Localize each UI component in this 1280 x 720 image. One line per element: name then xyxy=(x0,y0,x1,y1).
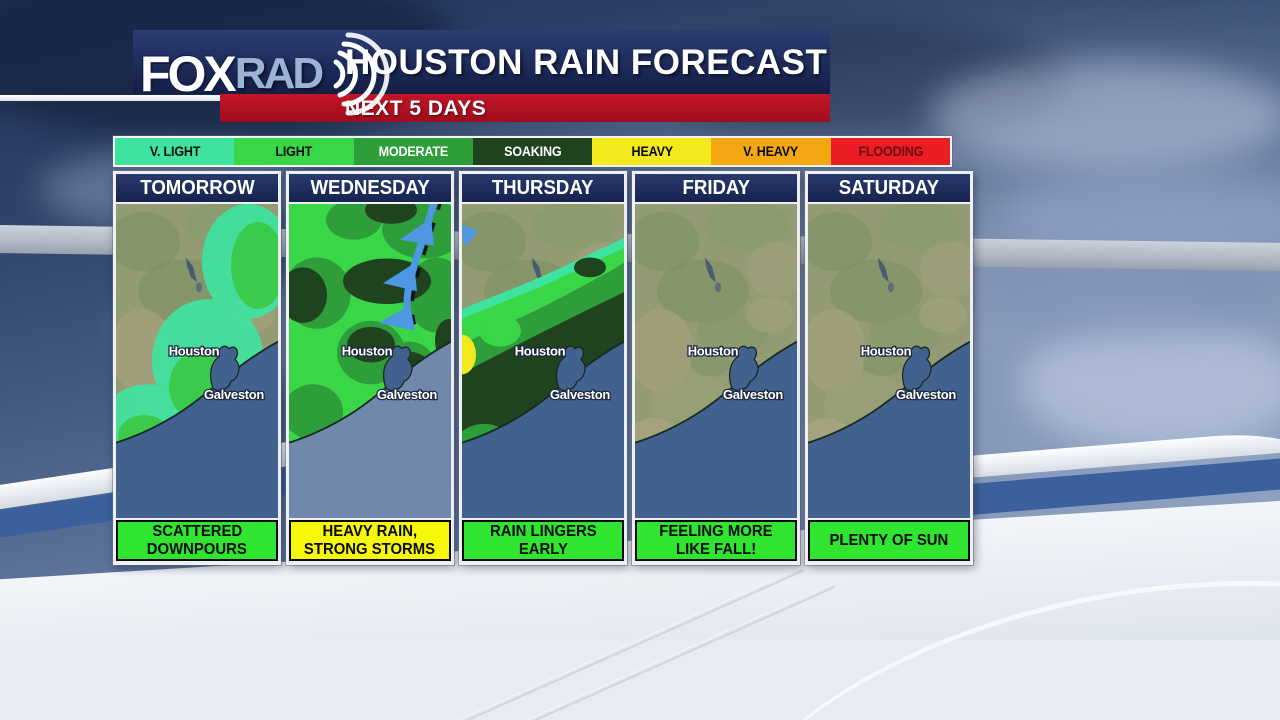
day-header: FRIDAY xyxy=(635,174,797,202)
day-panel-friday: FRIDAY Houston Galveston FEELING MORE LI… xyxy=(632,171,800,565)
cloud xyxy=(930,60,1280,170)
studio-line-top-left xyxy=(0,95,224,101)
day-caption: RAIN LINGERS EARLY xyxy=(462,520,624,561)
radar-arcs-icon xyxy=(333,32,390,116)
day-caption: HEAVY RAIN, STRONG STORMS xyxy=(289,520,451,561)
day-caption: SCATTERED DOWNPOURS xyxy=(116,520,278,561)
cloud xyxy=(1020,320,1280,450)
houston-label: Houston xyxy=(342,344,393,359)
galveston-label: Galveston xyxy=(896,387,956,402)
day-header: THURSDAY xyxy=(462,174,624,202)
legend-item-vlight: V. LIGHT xyxy=(115,138,235,165)
day-panel-tomorrow: TOMORROW Houston Galveston SCATTERED xyxy=(113,171,281,565)
day-panel-saturday: SATURDAY Houston Galveston PLENTY OF SUN xyxy=(805,171,973,565)
legend-item-vheavy: V. HEAVY xyxy=(711,138,831,165)
rain-intensity-legend: V. LIGHT LIGHT MODERATE SOAKING HEAVY V.… xyxy=(113,136,952,167)
legend-item-soaking: SOAKING xyxy=(472,138,593,165)
legend-item-moderate: MODERATE xyxy=(353,138,473,165)
studio-desk-base xyxy=(0,640,1280,720)
galveston-label: Galveston xyxy=(550,387,610,402)
houston-label: Houston xyxy=(861,344,912,359)
subtitle: NEXT 5 DAYS xyxy=(345,97,487,120)
page-title: HOUSTON RAIN FORECAST xyxy=(345,43,828,82)
header-banner: HOUSTON RAIN FORECAST xyxy=(133,30,830,94)
day-header: TOMORROW xyxy=(116,174,278,202)
forecast-map: Houston Galveston xyxy=(116,204,278,518)
forecast-map: Houston Galveston xyxy=(808,204,970,518)
day-caption: FEELING MORE LIKE FALL! xyxy=(635,520,797,561)
day-panel-thursday: THURSDAY Houston Galveston xyxy=(459,171,627,565)
forecast-map: Houston Galveston xyxy=(289,204,451,518)
legend-item-heavy: HEAVY xyxy=(592,138,712,165)
foxrad-logo: FOX RAD xyxy=(140,32,390,116)
houston-label: Houston xyxy=(515,344,566,359)
cold-front-icon xyxy=(462,224,478,248)
logo-fox: FOX xyxy=(140,46,237,102)
galveston-label: Galveston xyxy=(377,387,437,402)
houston-label: Houston xyxy=(169,344,220,359)
subtitle-strip: NEXT 5 DAYS xyxy=(220,94,830,122)
day-caption: PLENTY OF SUN xyxy=(808,520,970,561)
legend-item-light: LIGHT xyxy=(234,138,354,165)
logo-rad: RAD xyxy=(234,49,324,98)
galveston-label: Galveston xyxy=(204,387,264,402)
galveston-label: Galveston xyxy=(723,387,783,402)
day-header: WEDNESDAY xyxy=(289,174,451,202)
houston-label: Houston xyxy=(688,344,739,359)
legend-item-flooding: FLOODING xyxy=(830,138,950,165)
forecast-map: Houston Galveston xyxy=(635,204,797,518)
forecast-map: Houston Galveston xyxy=(462,204,624,518)
day-panel-wednesday: WEDNESDAY xyxy=(286,171,454,565)
day-header: SATURDAY xyxy=(808,174,970,202)
cold-front-icon xyxy=(379,204,442,331)
